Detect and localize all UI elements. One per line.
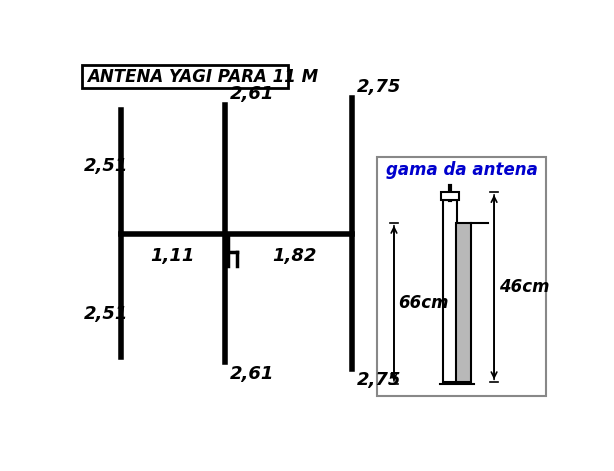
Text: 1,82: 1,82 — [272, 247, 316, 266]
Text: 2,75: 2,75 — [357, 372, 402, 390]
Bar — [377, 157, 546, 396]
Bar — [443, 200, 457, 382]
Bar — [456, 223, 471, 382]
Text: 46cm: 46cm — [499, 278, 549, 296]
Text: 66cm: 66cm — [398, 294, 448, 312]
Text: 2,75: 2,75 — [357, 78, 402, 96]
Bar — [82, 65, 289, 88]
Text: 1,11: 1,11 — [150, 247, 195, 266]
Text: gama da antena: gama da antena — [386, 161, 538, 179]
Text: 2,61: 2,61 — [230, 85, 274, 103]
Text: 2,51: 2,51 — [84, 305, 128, 323]
Bar — [441, 192, 459, 200]
Text: 2,51: 2,51 — [84, 156, 128, 175]
Text: 2,61: 2,61 — [230, 365, 274, 382]
Text: ANTENA YAGI PARA 11 M: ANTENA YAGI PARA 11 M — [87, 67, 318, 86]
